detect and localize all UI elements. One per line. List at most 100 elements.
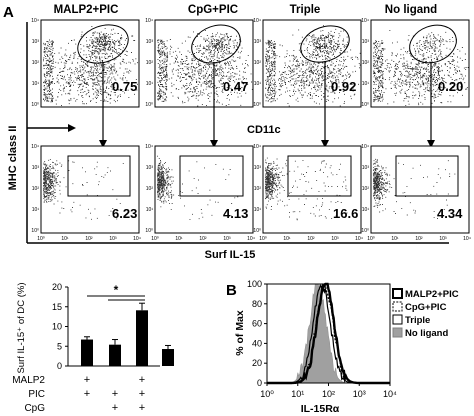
legend-label: MALP2+PIC xyxy=(405,289,459,300)
tiny-x-tick: 10² xyxy=(199,236,207,242)
row-mark: + xyxy=(112,388,118,400)
bar-y-tick-label: 20 xyxy=(52,282,62,292)
tiny-y-tick: 10⁰ xyxy=(253,102,261,108)
tiny-x-tick: 10¹ xyxy=(283,236,291,242)
tiny-y-tick: 10¹ xyxy=(32,207,40,213)
tiny-x-tick: 10⁴ xyxy=(463,236,471,242)
tiny-y-tick: 10⁰ xyxy=(31,228,39,234)
tiny-y-tick: 10⁴ xyxy=(145,18,153,24)
top-value-3: 0.92 xyxy=(331,79,356,94)
hist-x-tick-label: 10¹ xyxy=(291,389,304,399)
row-label: CpG xyxy=(24,403,45,414)
tiny-y-tick: 10³ xyxy=(362,39,370,45)
tiny-y-tick: 10⁰ xyxy=(145,228,153,234)
top-plot-3 xyxy=(262,19,362,108)
tiny-y-tick: 10¹ xyxy=(146,207,154,213)
hist-y-label: % of Max xyxy=(234,310,246,356)
col-title-2: CpG+PIC xyxy=(188,4,238,16)
bar-y-tick-label: 5 xyxy=(57,341,62,351)
tiny-x-tick: 10³ xyxy=(223,236,231,242)
row-label: PIC xyxy=(28,389,45,400)
hist-x-label: IL-15Rα xyxy=(301,403,340,415)
bar-y-label: Surf IL-15⁺ of DC (%) xyxy=(16,282,27,373)
tiny-y-tick: 10³ xyxy=(146,39,154,45)
tiny-y-tick: 10³ xyxy=(146,165,154,171)
tiny-x-tick: 10⁰ xyxy=(151,236,159,242)
row-mark: + xyxy=(84,374,90,386)
tiny-x-tick: 10¹ xyxy=(391,236,399,242)
row-mark: + xyxy=(139,402,145,414)
tiny-x-tick: 10² xyxy=(307,236,315,242)
hist-x-tick-label: 10² xyxy=(322,389,335,399)
tiny-y-tick: 10² xyxy=(32,60,40,66)
hist-x-tick-label: 10⁰ xyxy=(260,389,274,399)
tiny-y-tick: 10³ xyxy=(362,165,370,171)
bottom-plot-2 xyxy=(154,145,254,234)
col-title-1: MALP2+PIC xyxy=(54,4,119,16)
hist-y-tick-label: 20 xyxy=(252,358,262,368)
tiny-y-tick: 10² xyxy=(254,60,262,66)
tiny-y-tick: 10¹ xyxy=(146,81,154,87)
legend-swatch xyxy=(392,301,403,312)
gate-rect-2 xyxy=(179,155,244,197)
tiny-x-tick: 10⁰ xyxy=(259,236,267,242)
row-mark: + xyxy=(139,388,145,400)
panel-a-letter: A xyxy=(3,4,14,21)
tiny-y-tick: 10¹ xyxy=(32,81,40,87)
bar xyxy=(109,344,121,366)
tiny-tick-labels: 10⁰ 10¹ 10² 10³ 10⁴ 10⁰ 10¹ 10² 10³ 10⁴ 10⁰ 10¹ 10² 1… xyxy=(31,18,471,242)
top-value-4: 0.20 xyxy=(438,79,463,94)
hist-x-tick-label: 10³ xyxy=(353,389,366,399)
tiny-x-tick: 10⁴ xyxy=(133,236,141,242)
col-title-4: No ligand xyxy=(385,4,437,16)
tiny-y-tick: 10² xyxy=(254,186,262,192)
top-value-2: 0.47 xyxy=(223,79,248,94)
bottom-row-dots xyxy=(43,155,456,221)
tiny-y-tick: 10¹ xyxy=(254,81,262,87)
tiny-y-tick: 10² xyxy=(146,186,154,192)
tiny-y-tick: 10² xyxy=(362,60,370,66)
tiny-x-tick: 10³ xyxy=(109,236,117,242)
tiny-y-tick: 10³ xyxy=(32,39,40,45)
bar xyxy=(136,310,148,366)
tiny-y-tick: 10⁰ xyxy=(361,228,369,234)
tiny-x-tick: 10⁴ xyxy=(355,236,363,242)
tiny-y-tick: 10⁰ xyxy=(361,102,369,108)
hist-y-tick-label: 80 xyxy=(252,299,262,309)
tiny-y-tick: 10³ xyxy=(254,165,262,171)
tiny-x-tick: 10⁰ xyxy=(37,236,45,242)
bar xyxy=(162,349,174,366)
row-mark: + xyxy=(139,374,145,386)
tiny-x-tick: 10² xyxy=(415,236,423,242)
panel-b-letter: B xyxy=(226,282,237,299)
legend-label: No ligand xyxy=(405,328,448,339)
surf-il15-axis-label: Surf IL-15 xyxy=(205,249,256,261)
cd11c-arrow-icon xyxy=(68,124,76,132)
tiny-y-tick: 10⁴ xyxy=(253,18,261,24)
tiny-y-tick: 10¹ xyxy=(362,81,370,87)
row-mark: + xyxy=(84,388,90,400)
bottom-value-3: 16.6 xyxy=(333,206,358,221)
gate-ellipse-2 xyxy=(191,24,241,64)
gate-ellipse-1 xyxy=(77,24,129,64)
tiny-x-tick: 10² xyxy=(85,236,93,242)
bottom-value-4: 4.34 xyxy=(437,206,463,221)
bar xyxy=(81,339,93,366)
tiny-y-tick: 10⁴ xyxy=(31,18,39,24)
tiny-x-tick: 10⁴ xyxy=(247,236,255,242)
gate-rect-3 xyxy=(287,155,352,197)
arrow-down-icon-1 xyxy=(99,140,107,148)
gate-ellipse-4 xyxy=(409,24,457,64)
tiny-y-tick: 10² xyxy=(32,186,40,192)
tiny-x-tick: 10³ xyxy=(439,236,447,242)
arrow-down-icon-4 xyxy=(427,140,435,148)
tiny-y-tick: 10¹ xyxy=(254,207,262,213)
gate-ellipse-3 xyxy=(300,25,350,63)
tiny-x-tick: 10³ xyxy=(331,236,339,242)
tiny-y-tick: 10⁴ xyxy=(361,18,369,24)
tiny-x-tick: 10¹ xyxy=(61,236,69,242)
tiny-y-tick: 10² xyxy=(146,60,154,66)
hist-x-tick-label: 10⁴ xyxy=(383,389,397,399)
tiny-y-tick: 10⁴ xyxy=(361,144,369,150)
